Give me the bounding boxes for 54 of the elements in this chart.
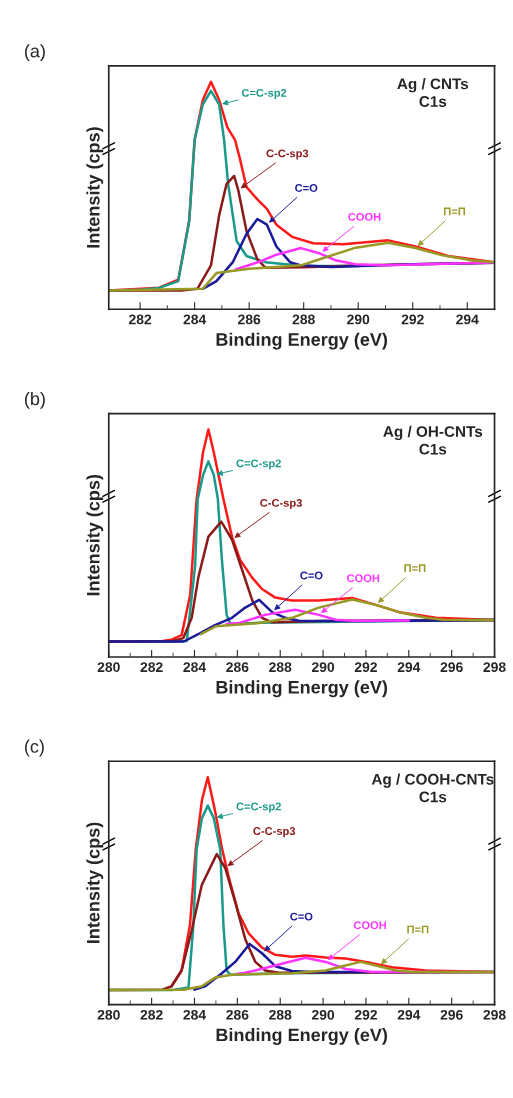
text: C=O (295, 184, 318, 192)
x-tick-label: 298 (483, 1009, 506, 1020)
x-axis-title: Binding Energy (eV) (216, 332, 388, 350)
chart-title: (a) (25, 44, 45, 61)
text: C=C-sp2 (241, 88, 287, 99)
x-tick-label: 298 (483, 662, 506, 673)
x-tick-label: 280 (97, 1009, 120, 1020)
text: C=O (300, 571, 323, 580)
x-tick-label: 286 (226, 662, 249, 673)
x-axis-title: Binding Energy (eV) (216, 1028, 388, 1045)
x-tick-label: 282 (129, 314, 152, 325)
x-tick-label: 292 (354, 662, 377, 673)
text: C-C-sp3 (266, 149, 309, 160)
x-tick-label: 288 (269, 662, 292, 673)
text: COOH (348, 212, 381, 221)
x-tick-label: 290 (311, 662, 335, 673)
text: C-C-sp3 (253, 827, 296, 838)
text: Π=Π (404, 564, 426, 573)
x-tick-label: 284 (183, 314, 207, 325)
x-tick-label: 282 (140, 662, 163, 673)
text: C=C-sp2 (236, 802, 281, 813)
x-tick-label: 286 (238, 314, 261, 325)
x-tick-label: 288 (292, 314, 315, 325)
x-tick-label: 284 (183, 662, 206, 673)
annotation: Ag / OH-CNTs C1s (383, 425, 483, 455)
x-tick-label: 282 (140, 1009, 163, 1020)
chart-title: (b) (25, 391, 45, 409)
text: COOH (347, 574, 380, 583)
x-tick-label: 288 (269, 1009, 292, 1020)
text: C=O (290, 912, 313, 921)
x-tick-label: 294 (397, 662, 421, 673)
y-axis-title: Intensity (cps) (86, 127, 104, 248)
x-tick-label: 284 (183, 1009, 206, 1020)
x-tick-label: 286 (226, 1009, 249, 1020)
text: Π=Π (407, 925, 429, 934)
x-tick-label: 290 (311, 1009, 335, 1020)
x-tick-label: 290 (347, 314, 370, 325)
x-tick-label: 296 (440, 1009, 463, 1020)
x-tick-label: 292 (354, 1009, 377, 1020)
text: C=C-sp2 (236, 459, 281, 470)
x-axis-title: Binding Energy (eV) (216, 680, 388, 698)
y-axis-title: Intensity (cps) (86, 822, 104, 943)
x-tick-label: 292 (401, 314, 424, 325)
x-tick-label: 280 (97, 662, 120, 673)
chart-title: (c) (25, 739, 44, 757)
x-tick-label: 294 (397, 1009, 421, 1020)
text: COOH (353, 921, 387, 930)
annotation: Ag / COOH-CNTs C1s (371, 773, 494, 803)
x-tick-label: 296 (440, 662, 463, 673)
y-axis-title: Intensity (cps) (86, 474, 104, 596)
text: Π=Π (443, 207, 466, 216)
x-tick-label: 294 (456, 314, 479, 325)
annotation: Ag / CNTs C1s (397, 78, 469, 107)
text: C-C-sp3 (260, 498, 302, 510)
